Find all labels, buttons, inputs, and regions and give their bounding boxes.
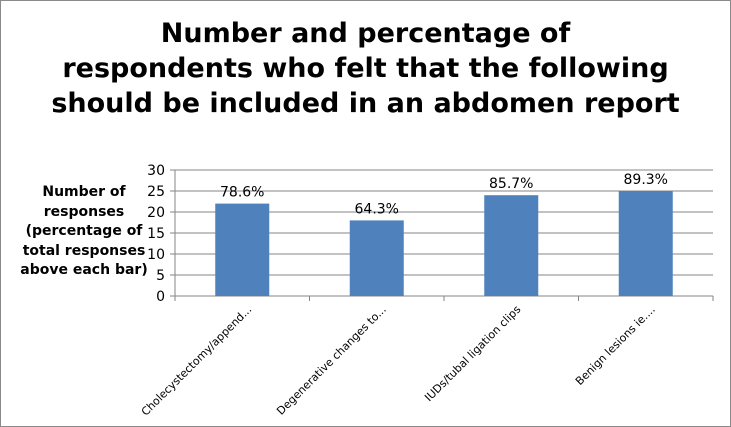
y-tick-label: 20 xyxy=(147,205,165,221)
x-category-label: Cholecystectomy/append... xyxy=(139,303,255,419)
bar-data-label: 64.3% xyxy=(355,201,399,217)
x-category-label: Degenerative changes to... xyxy=(274,303,389,418)
y-tick-label: 10 xyxy=(147,247,165,263)
y-axis-title-line-5: above each bar) xyxy=(20,262,148,278)
bar-data-label: 85.7% xyxy=(489,176,533,192)
x-category-label: IUDs/tubal ligation clips xyxy=(422,303,523,404)
y-tick-label: 15 xyxy=(147,226,165,242)
y-tick-label: 5 xyxy=(156,268,165,284)
y-axis-title-line-1: Number of xyxy=(42,184,126,200)
bar xyxy=(618,191,673,296)
bar-data-label: 89.3% xyxy=(624,172,668,188)
bar xyxy=(484,195,539,296)
y-axis-title-line-2: responses xyxy=(43,203,125,220)
bar xyxy=(349,220,404,296)
y-tick-label: 0 xyxy=(156,289,165,305)
y-tick-label: 25 xyxy=(147,184,165,200)
chart-title-line-2: respondents who felt that the following xyxy=(62,53,669,84)
y-axis-title-line-4: total responses xyxy=(22,242,146,259)
y-axis-title-line-3: (percentage of xyxy=(25,223,143,239)
bar xyxy=(215,203,270,296)
chart-title: Number and percentage of respondents who… xyxy=(0,16,731,121)
y-axis-title: Number of responses (percentage of total… xyxy=(10,183,158,281)
x-category-label: Benign lesions ie.... xyxy=(573,303,658,388)
y-tick-label: 30 xyxy=(147,163,165,179)
bar-data-label: 78.6% xyxy=(220,185,264,201)
chart-title-line-3: should be included in an abdomen report xyxy=(51,88,680,119)
chart-title-line-1: Number and percentage of xyxy=(160,18,571,49)
